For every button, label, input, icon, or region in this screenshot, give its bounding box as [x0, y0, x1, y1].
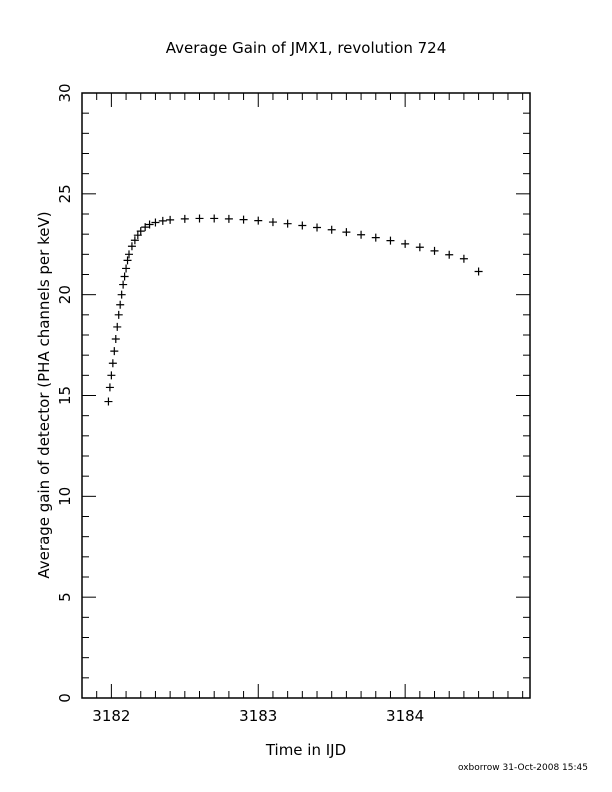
data-point [415, 243, 424, 252]
data-point [107, 371, 116, 380]
data-point [123, 256, 132, 265]
data-point [141, 223, 150, 232]
data-point [110, 347, 119, 356]
data-point [283, 219, 292, 228]
footer-stamp: oxborrow 31-Oct-2008 15:45 [458, 763, 588, 773]
data-point [313, 223, 322, 232]
x-tick-label: 3184 [386, 707, 424, 725]
data-point [224, 214, 233, 223]
x-tick-label: 3183 [239, 707, 277, 725]
data-point [122, 264, 131, 273]
data-point [113, 322, 122, 331]
data-point [151, 218, 160, 227]
data-point [117, 290, 126, 299]
chart-title: Average Gain of JMX1, revolution 724 [166, 39, 447, 57]
data-point [357, 230, 366, 239]
data-point [180, 214, 189, 223]
data-point [119, 280, 128, 289]
data-point [158, 216, 167, 225]
plot-frame [81, 92, 531, 699]
data-point [268, 218, 277, 227]
y-tick-label: 10 [56, 487, 74, 506]
data-point [474, 267, 483, 276]
data-point [136, 227, 145, 236]
data-point [130, 236, 139, 245]
data-point [127, 242, 136, 251]
data-point [105, 383, 114, 392]
data-point [111, 335, 120, 344]
y-tick-label: 30 [56, 83, 74, 102]
y-tick-label: 15 [56, 386, 74, 405]
data-point [298, 221, 307, 230]
data-point [386, 236, 395, 245]
y-tick-labels: 0 5 10 15 20 25 30 [56, 83, 74, 702]
data-point [145, 220, 154, 229]
y-tick-label: 25 [56, 184, 74, 203]
data-point [125, 250, 133, 259]
data-points [104, 214, 483, 406]
data-point [210, 214, 219, 223]
data-point [133, 231, 142, 240]
y-tick-label: 5 [56, 592, 74, 602]
data-point [445, 250, 454, 259]
axis-ticks [81, 92, 530, 699]
x-tick-labels: 3182 3183 3184 [92, 707, 424, 725]
data-point [166, 215, 175, 224]
data-point [430, 246, 439, 255]
y-axis-label: Average gain of detector (PHA channels p… [35, 211, 53, 578]
data-point [342, 228, 351, 237]
data-point [120, 272, 129, 281]
data-point [371, 233, 380, 242]
data-point [459, 254, 468, 263]
data-point [254, 216, 263, 225]
data-point [114, 310, 123, 319]
y-tick-label: 0 [56, 693, 74, 703]
data-point [116, 300, 125, 309]
data-point [104, 397, 113, 406]
x-axis-label: Time in IJD [265, 741, 346, 759]
data-point [401, 239, 410, 248]
x-tick-label: 3182 [92, 707, 130, 725]
data-point [327, 225, 336, 234]
data-point [239, 215, 248, 224]
data-point [108, 359, 117, 368]
y-tick-label: 20 [56, 285, 74, 304]
data-point [195, 214, 204, 223]
